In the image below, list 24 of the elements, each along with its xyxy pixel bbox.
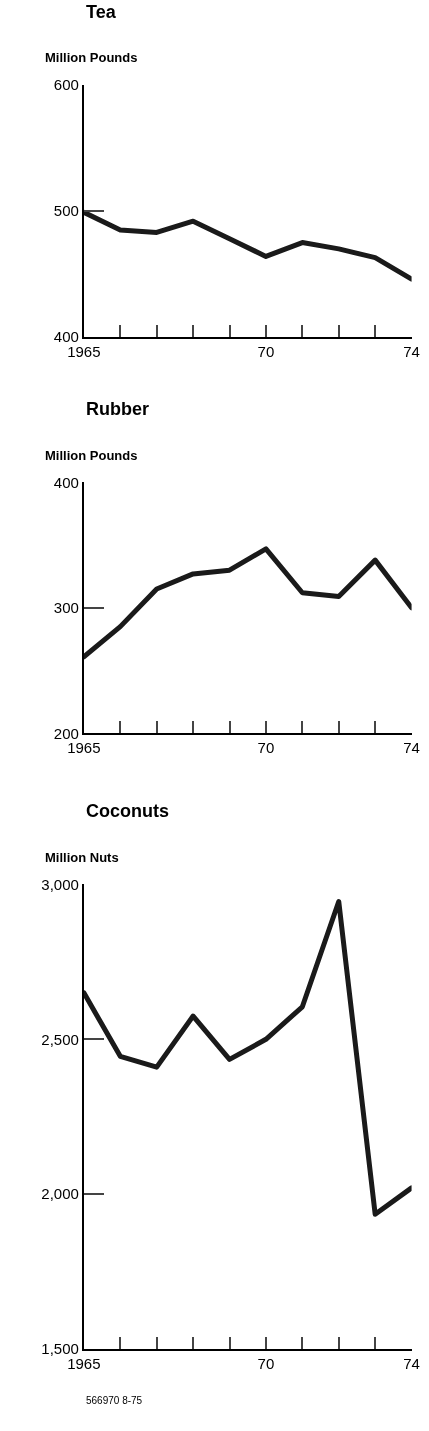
y-tick-label: 500 bbox=[53, 202, 79, 220]
y-axis-title: Million Pounds bbox=[45, 448, 138, 463]
text: 566970 8-75 bbox=[86, 1395, 143, 1406]
y-tick-label: 300 bbox=[53, 599, 79, 617]
x-tick-label: 1965 bbox=[67, 739, 101, 757]
chart-title: Rubber bbox=[86, 399, 149, 419]
y-tick-label: 400 bbox=[53, 473, 79, 491]
chart-title: Tea bbox=[86, 2, 117, 22]
x-tick-label: 1965 bbox=[67, 343, 101, 361]
x-tick-label: 74 bbox=[403, 343, 420, 361]
y-axis-title: Million Nuts bbox=[45, 850, 119, 865]
y-axis-title: Million Pounds bbox=[45, 50, 138, 65]
y-tick-label: 200 bbox=[53, 724, 79, 742]
y-tick-label: 400 bbox=[53, 328, 79, 346]
x-tick-label: 70 bbox=[257, 1354, 275, 1372]
x-tick-label: 74 bbox=[403, 739, 420, 757]
y-tick-label: 2,000 bbox=[41, 1185, 79, 1203]
y-tick-label: 2,500 bbox=[41, 1030, 79, 1048]
x-tick-label: 74 bbox=[403, 1354, 420, 1372]
x-tick-label: 70 bbox=[257, 343, 275, 361]
y-tick-label: 3,000 bbox=[41, 875, 79, 893]
y-tick-label: 600 bbox=[53, 76, 79, 94]
chart-title: Coconuts bbox=[86, 801, 169, 821]
x-tick-label: 70 bbox=[257, 739, 275, 757]
